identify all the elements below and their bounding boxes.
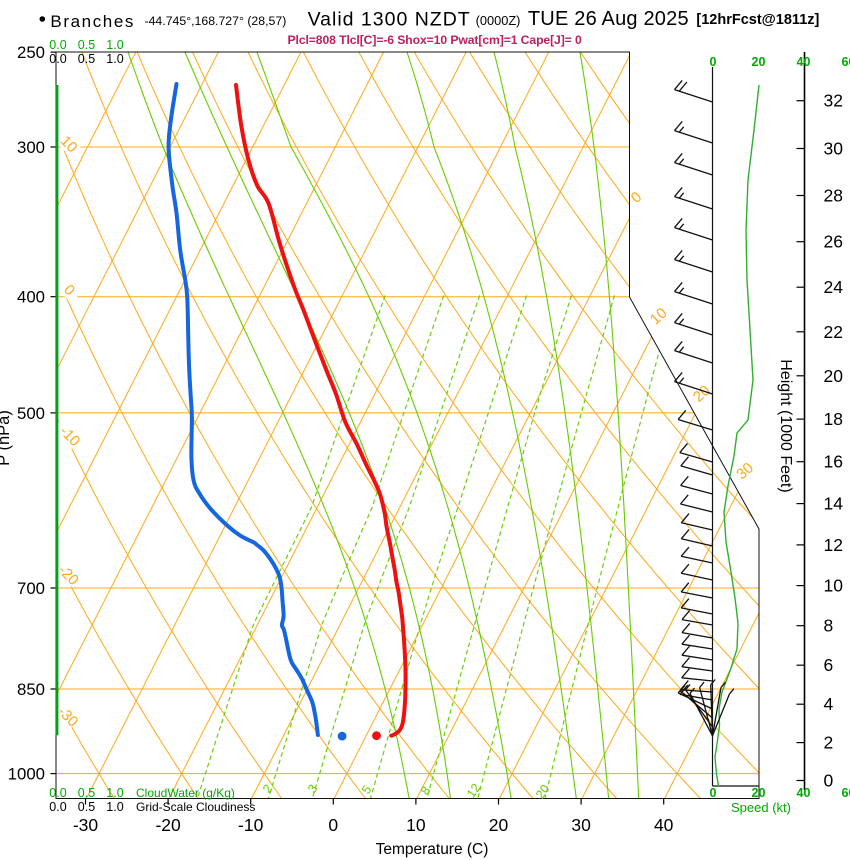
- svg-text:0.5: 0.5: [78, 38, 95, 52]
- svg-text:700: 700: [17, 579, 45, 598]
- svg-text:16: 16: [824, 452, 843, 472]
- svg-text:18: 18: [824, 409, 843, 429]
- svg-text:0.0: 0.0: [49, 786, 66, 800]
- svg-text:Speed (kt): Speed (kt): [731, 800, 791, 815]
- svg-text:-44.745°,168.727° (28,57): -44.745°,168.727° (28,57): [145, 14, 287, 28]
- svg-text:0: 0: [328, 815, 338, 835]
- svg-text:0.0: 0.0: [49, 800, 66, 814]
- svg-text:Valid 1300 NZDT: Valid 1300 NZDT: [308, 8, 471, 30]
- svg-text:(0000Z): (0000Z): [476, 13, 521, 28]
- svg-text:-10: -10: [238, 815, 264, 835]
- svg-text:6: 6: [824, 655, 834, 675]
- svg-text:500: 500: [17, 404, 45, 423]
- svg-text:20: 20: [824, 366, 844, 386]
- svg-text:0.5: 0.5: [78, 800, 95, 814]
- svg-text:400: 400: [17, 288, 45, 307]
- svg-text:60: 60: [842, 786, 850, 800]
- svg-text:Temperature (C): Temperature (C): [376, 841, 489, 858]
- svg-text:0.0: 0.0: [49, 52, 66, 66]
- svg-text:0: 0: [710, 55, 717, 69]
- svg-text:Height (1000 Feet): Height (1000 Feet): [777, 359, 794, 492]
- svg-text:Branches: Branches: [50, 12, 135, 31]
- svg-text:60: 60: [842, 55, 850, 69]
- svg-text:20: 20: [489, 815, 509, 835]
- svg-text:0: 0: [824, 771, 834, 791]
- svg-text:-20: -20: [155, 815, 181, 835]
- svg-text:P (hPa): P (hPa): [0, 410, 13, 466]
- svg-text:TUE 26 Aug 2025: TUE 26 Aug 2025: [528, 8, 689, 30]
- svg-text:14: 14: [824, 494, 844, 514]
- svg-text:28: 28: [824, 186, 843, 206]
- svg-text:40: 40: [797, 55, 811, 69]
- svg-text:24: 24: [824, 277, 844, 297]
- svg-text:4: 4: [824, 694, 834, 714]
- svg-text:250: 250: [17, 43, 45, 62]
- svg-text:300: 300: [17, 138, 45, 157]
- svg-text:1.0: 1.0: [106, 800, 123, 814]
- svg-text:40: 40: [797, 786, 811, 800]
- svg-text:2: 2: [824, 733, 834, 753]
- svg-text:22: 22: [824, 322, 843, 342]
- svg-text:32: 32: [824, 91, 843, 111]
- svg-text:1.0: 1.0: [106, 38, 123, 52]
- svg-text:0.5: 0.5: [78, 786, 95, 800]
- svg-text:1000: 1000: [8, 765, 45, 784]
- svg-text:10: 10: [406, 815, 426, 835]
- svg-text:12: 12: [824, 535, 843, 555]
- svg-text:8: 8: [824, 616, 834, 636]
- svg-text:40: 40: [654, 815, 674, 835]
- svg-text:20: 20: [752, 786, 766, 800]
- svg-text:26: 26: [824, 232, 843, 252]
- svg-text:[12hrFcst@1811z]: [12hrFcst@1811z]: [696, 12, 819, 28]
- svg-text:1.0: 1.0: [106, 786, 123, 800]
- svg-text:30: 30: [824, 139, 844, 159]
- svg-text:1.0: 1.0: [106, 52, 123, 66]
- svg-text:0: 0: [710, 786, 717, 800]
- svg-text:12: 12: [464, 781, 483, 800]
- svg-text:CloudWater (g/Kg): CloudWater (g/Kg): [136, 786, 235, 800]
- svg-text:Plcl=808 Tlcl[C]=-6 Shox=10 Pw: Plcl=808 Tlcl[C]=-6 Shox=10 Pwat[cm]=1 C…: [288, 33, 582, 47]
- svg-text:Grid-Scale Cloudiness: Grid-Scale Cloudiness: [136, 800, 255, 814]
- svg-text:10: 10: [824, 576, 844, 596]
- svg-text:-30: -30: [73, 815, 99, 835]
- svg-text:30: 30: [571, 815, 591, 835]
- svg-text:20: 20: [533, 782, 552, 801]
- svg-text:0.0: 0.0: [49, 38, 66, 52]
- svg-text:850: 850: [17, 680, 45, 699]
- svg-text:0.5: 0.5: [78, 52, 95, 66]
- svg-text:20: 20: [752, 55, 766, 69]
